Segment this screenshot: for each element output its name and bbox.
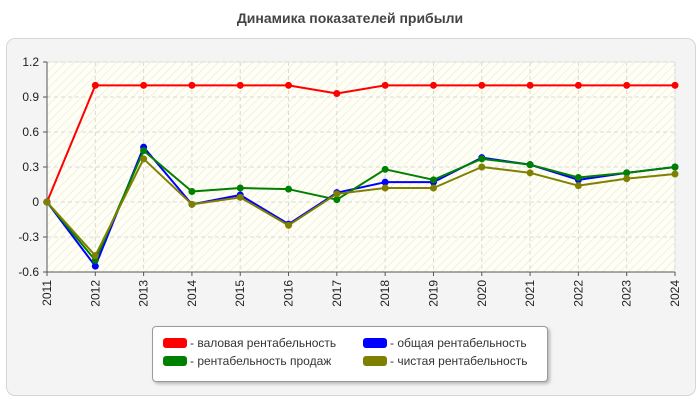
series-line-3 <box>46 157 676 257</box>
data-point <box>236 81 244 89</box>
legend-item-0: - валовая рентабельность <box>163 336 336 350</box>
data-point <box>623 169 631 177</box>
data-point <box>91 262 99 270</box>
data-point <box>381 184 389 192</box>
y-tick-label: -0.6 <box>18 265 39 279</box>
x-tick-label: 2019 <box>426 280 440 307</box>
x-tick-label: 2017 <box>330 280 344 307</box>
data-point <box>671 163 679 171</box>
data-point <box>333 196 341 204</box>
y-tick-label: 0.6 <box>22 125 39 139</box>
data-point <box>91 252 99 260</box>
legend-label-2: - рентабельность продаж <box>190 354 332 368</box>
y-tick-label: -0.3 <box>18 230 39 244</box>
data-point <box>381 165 389 173</box>
data-point <box>381 81 389 89</box>
data-point <box>91 81 99 89</box>
x-tick-label: 2018 <box>378 280 392 307</box>
legend-swatch-1 <box>363 338 387 348</box>
x-tick-label: 2020 <box>475 280 489 307</box>
series-2 <box>43 147 679 264</box>
data-point <box>188 200 196 208</box>
series-3 <box>43 155 679 260</box>
x-tick-label: 2016 <box>282 280 296 307</box>
data-point <box>429 184 437 192</box>
data-point <box>140 155 148 163</box>
data-point <box>574 182 582 190</box>
x-tick-label: 2022 <box>571 280 585 307</box>
legend-label-0: - валовая рентабельность <box>190 336 337 350</box>
data-point <box>140 81 148 89</box>
data-point <box>526 169 534 177</box>
data-point <box>574 174 582 181</box>
x-tick-label: 2012 <box>88 280 102 307</box>
data-point <box>188 81 196 89</box>
data-point <box>140 147 148 155</box>
legend-swatch-0 <box>163 338 187 348</box>
x-tick-label: 2024 <box>668 280 682 307</box>
data-point <box>526 161 534 169</box>
y-tick-label: 0.9 <box>22 90 39 104</box>
data-point <box>285 81 293 89</box>
legend-swatch-3 <box>363 356 387 366</box>
data-point <box>285 185 293 193</box>
data-point <box>43 198 51 206</box>
data-point <box>429 176 437 184</box>
data-point <box>623 175 631 183</box>
series-line-0 <box>46 84 675 203</box>
y-tick-label: 0.3 <box>22 160 39 174</box>
data-point <box>188 188 196 195</box>
x-tick-label: 2015 <box>233 280 247 307</box>
data-point <box>623 81 631 89</box>
data-point <box>333 90 341 97</box>
x-tick-label: 2023 <box>620 280 634 307</box>
data-point <box>236 184 244 192</box>
data-point <box>478 81 486 89</box>
data-point <box>574 81 582 89</box>
x-tick-label: 2021 <box>523 280 537 307</box>
data-point <box>381 178 389 186</box>
legend-item-2: - рентабельность продаж <box>163 354 331 368</box>
legend-label-1: - общая рентабельность <box>390 336 527 350</box>
legend-swatch-2 <box>163 356 187 366</box>
data-point <box>478 163 486 171</box>
x-tick-label: 2013 <box>137 280 151 307</box>
x-tick-label: 2014 <box>185 280 199 307</box>
y-tick-label: 1.2 <box>22 55 39 69</box>
data-point <box>478 155 486 163</box>
legend-item-1: - общая рентабельность <box>363 336 527 350</box>
series-line-2 <box>46 149 676 262</box>
data-point <box>333 190 341 198</box>
data-point <box>285 221 293 229</box>
legend-label-3: - чистая рентабельность <box>390 354 528 368</box>
data-point <box>671 81 679 89</box>
legend-item-3: - чистая рентабельность <box>363 354 527 368</box>
data-point <box>526 81 534 89</box>
y-tick-label: 0 <box>32 195 39 209</box>
x-tick-label: 2011 <box>40 280 54 306</box>
data-point <box>429 81 437 89</box>
legend: - валовая рентабельность - общая рентабе… <box>152 326 548 382</box>
chart-title: Динамика показателей прибыли <box>236 10 464 26</box>
data-point <box>236 193 244 201</box>
data-point <box>671 170 679 178</box>
